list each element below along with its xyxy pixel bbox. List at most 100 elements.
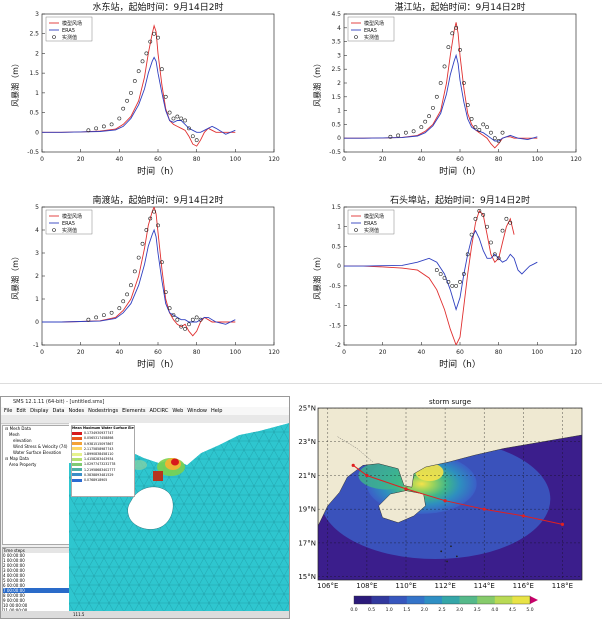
time-step-item[interactable]: 11 00:00:00 (3, 608, 69, 612)
mesh-edge (83, 512, 90, 523)
menu-item-nodes[interactable]: Nodes (68, 408, 85, 414)
tree-item[interactable]: ⊟ Map Data (5, 456, 29, 461)
mesh-edge (218, 458, 225, 469)
mesh-edge (73, 575, 80, 586)
time-step-item[interactable]: 9 00:00:00 (3, 598, 25, 603)
x-tick-label: 60 (456, 156, 464, 163)
observed-point (179, 324, 184, 329)
mesh-edge (173, 602, 180, 613)
mesh-edge (223, 476, 230, 487)
time-step-item[interactable]: 7 00:00:00 (3, 588, 69, 593)
mesh-edge (203, 566, 210, 577)
time-step-item[interactable]: 5 00:00:00 (3, 578, 25, 583)
time-step-item[interactable]: 3 00:00:00 (3, 568, 25, 573)
mesh-edge (103, 557, 110, 568)
mesh-edge (98, 548, 105, 559)
time-steps-label: Time steps (3, 548, 69, 553)
time-step-item[interactable]: 6 00:00:00 (3, 583, 25, 588)
observed-point (388, 134, 393, 139)
colorbar-segment (459, 596, 478, 604)
mesh-edge (243, 494, 250, 505)
mesh-edge (178, 521, 185, 532)
x-axis-label: 时间（h） (439, 358, 481, 370)
mesh-edge (198, 521, 205, 532)
mesh-edge (113, 521, 120, 532)
observed-point (175, 114, 180, 119)
mesh-edge (268, 566, 275, 577)
mesh-edge (168, 557, 175, 568)
tree-item[interactable]: elevation (13, 438, 32, 443)
mesh-edge (163, 584, 170, 595)
observed-point (101, 124, 106, 129)
mesh-edge (203, 575, 210, 586)
mesh-edge (198, 503, 205, 514)
mesh-edge (178, 548, 185, 559)
mesh-edge (188, 512, 195, 523)
time-step-item[interactable]: 1 00:00:00 (3, 558, 25, 563)
y-tick-label: -1 (33, 342, 39, 349)
menu-item-file[interactable]: File (4, 408, 13, 414)
tree-item[interactable]: Wind Stress & Velocity (74) (13, 444, 68, 449)
mesh-edge (128, 575, 135, 586)
mesh-edge (208, 557, 215, 568)
mesh-edge (228, 548, 235, 559)
mesh-edge (213, 593, 220, 604)
mesh-edge (88, 512, 95, 523)
menu-item-window[interactable]: Window (187, 408, 208, 414)
mesh-edge (183, 566, 190, 577)
chart-nandu: 南渡站，起始时间：9月14日2时 0 20 40 60 80 100 120 -1 0 1 2 3 4 5 时… (0, 193, 300, 383)
mesh-edge (173, 476, 180, 487)
x-tick-label: 80 (193, 156, 201, 163)
mesh-edge (283, 449, 289, 460)
observed-point (125, 292, 129, 297)
time-step-item[interactable]: 0 00:00:00 (3, 553, 25, 558)
mesh-edge (278, 431, 285, 442)
time-step-item[interactable]: 2 00:00:00 (3, 563, 25, 568)
legend-row: 1.8990838458110 (72, 452, 134, 457)
mesh-edge (158, 548, 165, 559)
mesh-edge (73, 584, 80, 595)
tree-item[interactable]: Mesh (9, 432, 20, 437)
mesh-edge (228, 584, 235, 595)
y-tick-label: 3 (337, 52, 341, 59)
mesh-edge (228, 494, 235, 505)
time-step-item[interactable]: 8 00:00:00 (3, 593, 25, 598)
x-tick-label: 120 (570, 156, 582, 163)
mesh-edge (183, 530, 190, 541)
mesh-edge (188, 584, 195, 595)
mesh-edge (203, 602, 210, 613)
menu-item-adcirc[interactable]: ADCIRC (149, 408, 169, 414)
observed-point (129, 283, 133, 288)
tree-item[interactable]: Water Surface Elevation (13, 450, 62, 455)
mesh-edge (208, 593, 215, 604)
mesh-edge (233, 449, 240, 460)
legend-box (45, 209, 93, 235)
mesh-edge (258, 539, 265, 550)
menu-item-nodestrings[interactable]: Nodestrings (88, 408, 119, 414)
mesh-edge (193, 476, 200, 487)
time-step-item[interactable]: 4 00:00:00 (3, 573, 25, 578)
mesh-edge (138, 593, 145, 604)
menu-item-elements[interactable]: Elements (122, 408, 146, 414)
observed-point (183, 118, 187, 123)
menu-item-edit[interactable]: Edit (16, 408, 27, 414)
mesh-edge (208, 584, 215, 595)
menu-item-help[interactable]: Help (211, 408, 223, 414)
mesh-edge (213, 503, 220, 514)
mesh-edge (273, 467, 280, 478)
mesh-edge (233, 602, 240, 613)
time-step-item[interactable]: 10 00:00:00 (3, 603, 28, 608)
legend-value: 2.1175858987743 (84, 446, 114, 451)
mesh-edge (233, 485, 240, 496)
menu-item-data[interactable]: Data (52, 408, 65, 414)
mesh-edge (263, 593, 270, 604)
mesh-edge (233, 557, 240, 568)
menu-item-web[interactable]: Web (172, 408, 184, 414)
observed-point (419, 125, 424, 130)
menu-item-display[interactable]: Display (30, 408, 49, 414)
observed-point (109, 310, 114, 315)
mesh-edge (188, 530, 195, 541)
tree-item[interactable]: ⊟ Mesh Data (5, 426, 31, 431)
mesh-edge (143, 602, 150, 613)
tree-item[interactable]: Area Property (9, 462, 37, 467)
